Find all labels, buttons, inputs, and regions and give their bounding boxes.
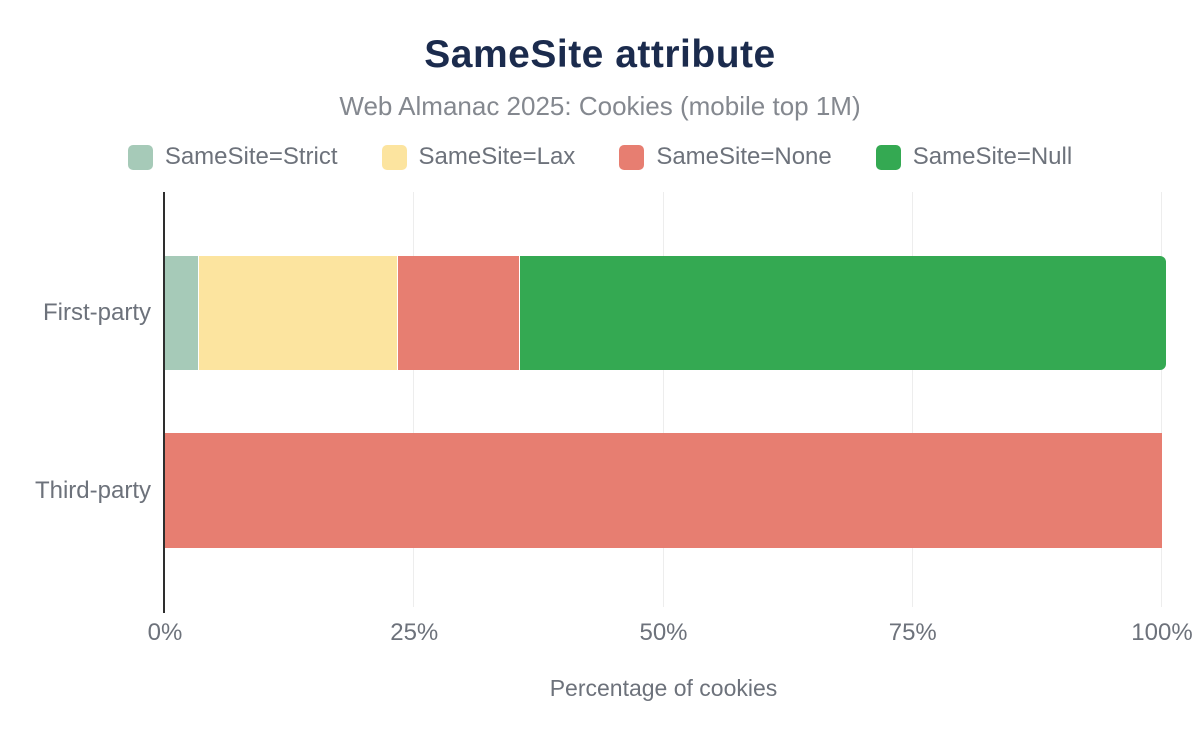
legend-label: SameSite=Null [912, 143, 1073, 170]
gridline [662, 192, 664, 607]
x-tick-label: 75% [888, 619, 937, 646]
x-tick-label: 100% [1131, 619, 1193, 646]
bar-segment[interactable] [398, 256, 519, 370]
x-tick-label: 25% [390, 619, 439, 646]
legend: SameSite=Strict SameSite=Lax SameSite=None… [0, 143, 1200, 171]
bar-segment[interactable] [199, 256, 397, 370]
plot-area: First-party Third-party 0% 25% 50% 75% 100% P… [35, 192, 1193, 701]
legend-item[interactable]: SameSite=Strict [127, 143, 338, 171]
legend-swatch-icon [381, 144, 407, 170]
legend-item[interactable]: SameSite=Lax [381, 143, 576, 171]
legend-swatch-icon [875, 144, 901, 170]
category-label: Third-party [34, 476, 151, 504]
x-tick-label: 50% [639, 619, 688, 646]
legend-item[interactable]: SameSite=Null [875, 143, 1073, 171]
x-tick-label: 0% [147, 619, 183, 646]
legend-label: SameSite=Lax [418, 143, 576, 170]
bar-row: First-party [43, 256, 1167, 370]
bar-row: Third-party [35, 433, 1162, 548]
legend-swatch-icon [127, 144, 153, 170]
x-axis-title: Percentage of cookies [549, 675, 778, 701]
chart-subtitle: Web Almanac 2025: Cookies (mobile top 1M… [339, 91, 861, 121]
y-axis-line [163, 192, 165, 613]
chart-title: SameSite attribute [424, 33, 776, 76]
bar-segment[interactable] [520, 256, 1167, 370]
bar-segment[interactable] [165, 433, 1162, 548]
bar-segment[interactable] [165, 256, 198, 370]
legend-item[interactable]: SameSite=None [619, 143, 832, 171]
legend-label: SameSite=None [656, 143, 832, 170]
category-label: First-party [43, 299, 151, 326]
gridline [911, 192, 913, 607]
legend-label: SameSite=Strict [164, 143, 338, 170]
gridline [1161, 192, 1162, 607]
legend-swatch-icon [619, 144, 645, 170]
gridline [413, 192, 415, 607]
